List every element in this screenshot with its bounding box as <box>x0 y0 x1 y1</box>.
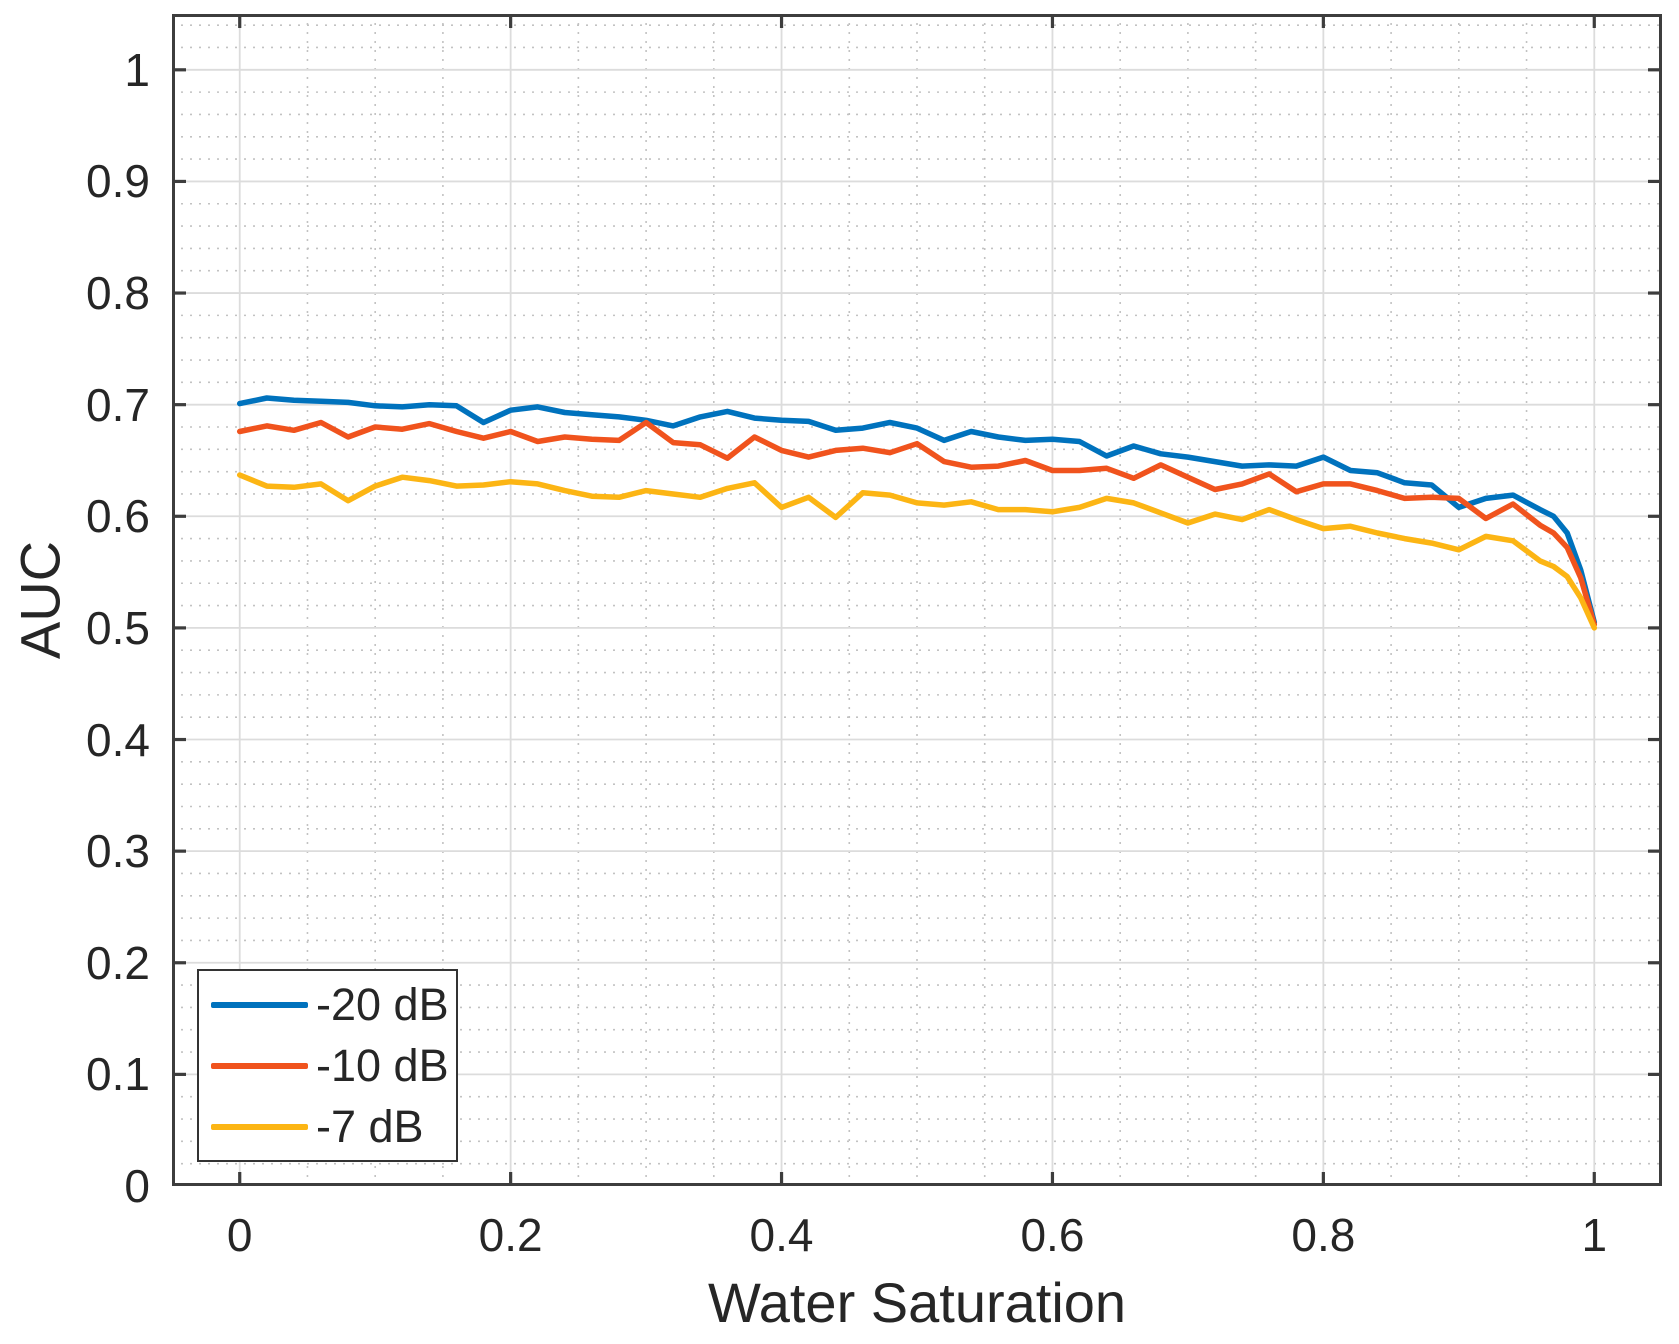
y-tick-label: 1 <box>124 43 150 96</box>
y-tick-label: 0.1 <box>86 1048 150 1101</box>
legend-label: -20 dB <box>316 978 449 1030</box>
y-tick-label: 0.7 <box>86 378 150 431</box>
x-tick-label: 0.4 <box>749 1209 814 1261</box>
legend-line-swatch-10db <box>211 1062 308 1069</box>
x-tick-label: 0 <box>226 1209 253 1261</box>
legend-line-swatch-20db <box>211 1001 308 1008</box>
legend-item: -7 dB <box>211 1096 456 1157</box>
y-tick-label: 0.8 <box>86 267 150 320</box>
x-tick-label: 1 <box>1581 1209 1608 1261</box>
series-line--10-dB <box>236 419 1598 628</box>
y-tick-label: 0 <box>124 1160 150 1212</box>
legend-label: -7 dB <box>316 1100 424 1152</box>
y-tick-label: 0.5 <box>86 601 150 654</box>
y-tick-label: 0.4 <box>86 713 150 766</box>
series-line--20-dB <box>236 395 1598 626</box>
y-tick-label: 0.3 <box>86 825 150 878</box>
y-tick-label: 0.9 <box>86 155 150 208</box>
y-tick-label: 0.2 <box>86 936 150 989</box>
legend-box: -20 dB -10 dB -7 dB <box>197 969 458 1162</box>
series-line--7-dB <box>236 472 1598 631</box>
legend-label: -10 dB <box>316 1039 449 1091</box>
y-tick-label: 0.6 <box>86 490 150 543</box>
legend-item: -10 dB <box>211 1035 456 1096</box>
legend-line-swatch-7db <box>211 1123 308 1130</box>
x-tick-label: 0.8 <box>1291 1209 1356 1261</box>
x-tick-label: 0.6 <box>1020 1209 1085 1261</box>
x-tick-label: 0.2 <box>478 1209 543 1261</box>
x-axis-label: Water Saturation <box>707 1271 1127 1334</box>
legend-item: -20 dB <box>211 974 456 1035</box>
